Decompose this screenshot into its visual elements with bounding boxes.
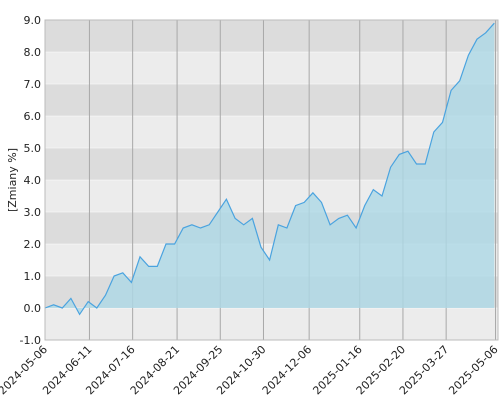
x-tick-label: 2024-12-06	[260, 343, 314, 397]
x-tick-label: 2025-05-06	[446, 343, 500, 397]
y-tick-label: 7.0	[24, 78, 42, 91]
y-tick-label: 6.0	[24, 110, 42, 123]
y-tick-label: 5.0	[24, 142, 42, 155]
y-axis-label: [Zmiany %]	[6, 148, 19, 212]
grid-band	[45, 52, 498, 84]
y-tick-label: 8.0	[24, 46, 42, 59]
y-tick-label: 0.0	[24, 302, 42, 315]
grid-band	[45, 116, 498, 148]
area	[45, 23, 495, 315]
line	[44, 22, 495, 316]
y-tick-label: 1.0	[24, 270, 42, 283]
grid-band	[45, 84, 498, 116]
grid-band	[45, 308, 498, 340]
y-tick-label: -1.0	[20, 334, 41, 347]
y-tick-label: 2.0	[24, 238, 42, 251]
y-tick-label: 4.0	[24, 174, 42, 187]
plot-frame	[44, 19, 499, 341]
grid-band	[45, 20, 498, 52]
y-tick-label: 9.0	[24, 14, 42, 27]
y-tick-label: 3.0	[24, 206, 42, 219]
